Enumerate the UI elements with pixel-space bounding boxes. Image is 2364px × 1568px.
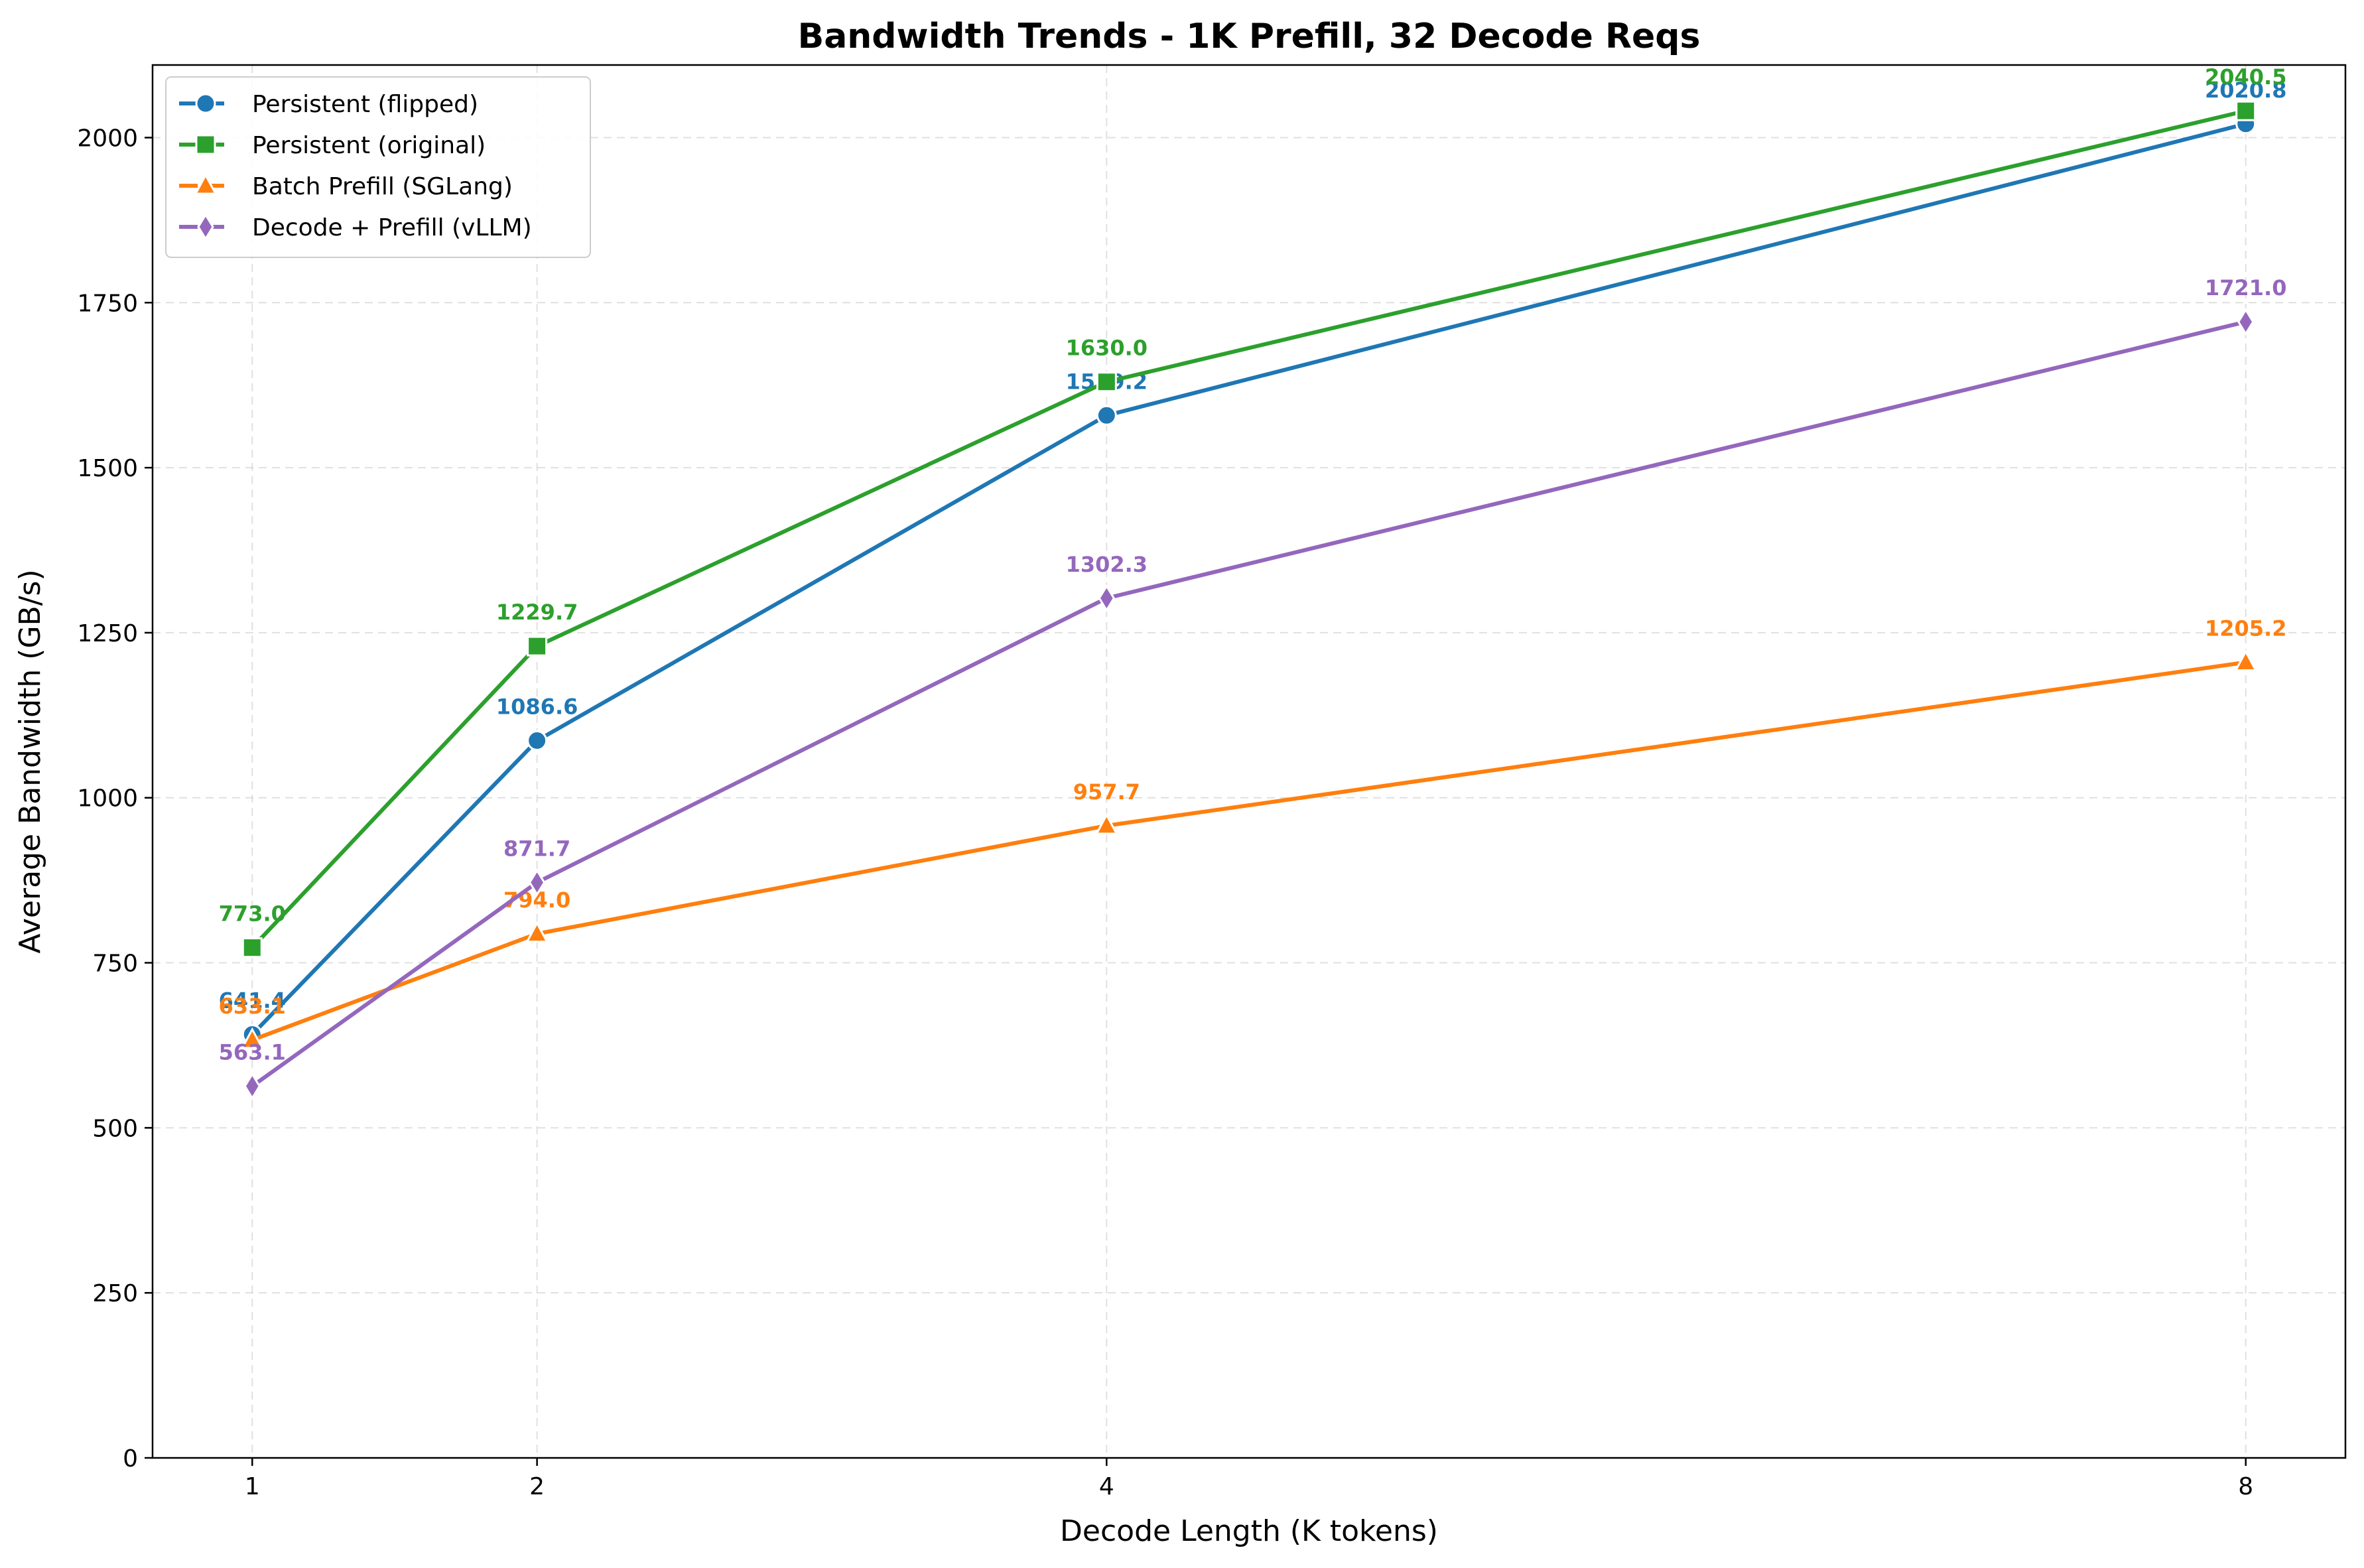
y-tick-label: 1250 <box>77 620 138 647</box>
data-point-persistent-original <box>1096 371 1117 393</box>
legend-item-batch-prefill-sglang: Batch Prefill (SGLang) <box>179 172 513 200</box>
data-label-batch-prefill-sglang: 957.7 <box>1073 779 1140 805</box>
data-label-decode-prefill-vllm: 1302.3 <box>1066 552 1148 577</box>
legend-box <box>165 76 591 258</box>
plot-frame <box>151 64 2347 1459</box>
y-tick-label: 0 <box>123 1445 138 1472</box>
series-line-batch-prefill-sglang <box>251 660 2247 1042</box>
y-tick-label: 1000 <box>77 785 138 813</box>
data-point-batch-prefill-sglang <box>240 1027 264 1049</box>
data-point-persistent-flipped <box>1096 405 1117 426</box>
data-point-decode-prefill-vllm <box>2237 308 2255 336</box>
data-label-decode-prefill-vllm: 871.7 <box>503 836 570 861</box>
legend-item-persistent-original: Persistent (original) <box>179 132 486 159</box>
y-tick-label: 2000 <box>77 125 138 152</box>
x-tick-label: 8 <box>2238 1473 2253 1500</box>
legend-item-decode-prefill-vllm: Decode + Prefill (vLLM) <box>179 213 532 241</box>
series-line-decode-prefill-vllm <box>251 320 2247 1088</box>
data-label-persistent-flipped: 641.4 <box>219 988 286 1013</box>
y-tick-label: 1500 <box>77 455 138 482</box>
x-tick-label: 4 <box>1099 1473 1114 1500</box>
legend-item-persistent-flipped: Persistent (flipped) <box>179 91 478 118</box>
data-point-persistent-original <box>2235 100 2257 121</box>
data-point-batch-prefill-sglang <box>2234 649 2258 672</box>
axes: 0 250 500 750 1000 1250 1500 1750 2000 1 2 4 8 <box>77 125 2253 1500</box>
data-label-persistent-flipped: 1086.6 <box>496 694 578 720</box>
data-label-persistent-original: 2040.5 <box>2205 64 2286 90</box>
data-point-decode-prefill-vllm <box>528 868 546 897</box>
legend-label-batch-prefill-sglang: Batch Prefill (SGLang) <box>252 173 513 200</box>
data-label-persistent-original: 1630.0 <box>1066 336 1148 361</box>
data-point-persistent-original <box>241 937 263 958</box>
legend-marker-persistent-original <box>195 134 216 155</box>
legend-label-decode-prefill-vllm: Decode + Prefill (vLLM) <box>252 214 532 241</box>
data-label-persistent-flipped: 2020.8 <box>2205 78 2286 103</box>
y-tick-label: 750 <box>92 950 138 978</box>
series-line-persistent-original <box>251 109 2247 949</box>
x-tick-label: 1 <box>245 1473 260 1500</box>
data-point-decode-prefill-vllm <box>243 1072 261 1100</box>
series-decode-prefill-vllm: 563.1 871.7 1302.3 1721.0 <box>219 275 2286 1100</box>
y-tick-label: 1750 <box>77 290 138 317</box>
legend-marker-decode-prefill-vllm <box>197 213 214 241</box>
legend-label-persistent-original: Persistent (original) <box>252 132 486 159</box>
y-tick-label: 500 <box>92 1115 138 1142</box>
legend: Persistent (flipped) Persistent (original… <box>165 76 591 258</box>
chart-title: Bandwidth Trends - 1K Prefill, 32 Decode… <box>798 17 1701 56</box>
series-line-persistent-flipped <box>251 121 2247 1036</box>
data-point-decode-prefill-vllm <box>1098 584 1116 612</box>
y-axis-label: Average Bandwidth (GB/s) <box>13 569 47 953</box>
x-axis-label: Decode Length (K tokens) <box>1060 1514 1438 1548</box>
data-label-batch-prefill-sglang: 633.1 <box>219 994 286 1019</box>
data-label-batch-prefill-sglang: 1205.2 <box>2205 616 2286 641</box>
legend-marker-batch-prefill-sglang <box>194 172 218 195</box>
data-point-persistent-flipped <box>527 730 548 751</box>
series-persistent-original: 773.0 1229.7 1630.0 2040.5 <box>219 64 2286 958</box>
data-point-batch-prefill-sglang <box>1094 813 1118 835</box>
legend-label-persistent-flipped: Persistent (flipped) <box>252 91 478 118</box>
data-label-persistent-original: 773.0 <box>219 901 286 927</box>
data-label-decode-prefill-vllm: 563.1 <box>219 1040 286 1065</box>
y-tick-label: 250 <box>92 1280 138 1307</box>
data-point-batch-prefill-sglang <box>525 921 549 943</box>
x-tick-label: 2 <box>529 1473 545 1500</box>
legend-marker-persistent-flipped <box>195 93 216 114</box>
series-layer: 641.41086.61579.22020.8773.01229.71630.0… <box>219 64 2286 1100</box>
data-label-persistent-original: 1229.7 <box>496 600 578 625</box>
data-point-persistent-original <box>527 635 548 657</box>
data-label-decode-prefill-vllm: 1721.0 <box>2205 275 2286 300</box>
